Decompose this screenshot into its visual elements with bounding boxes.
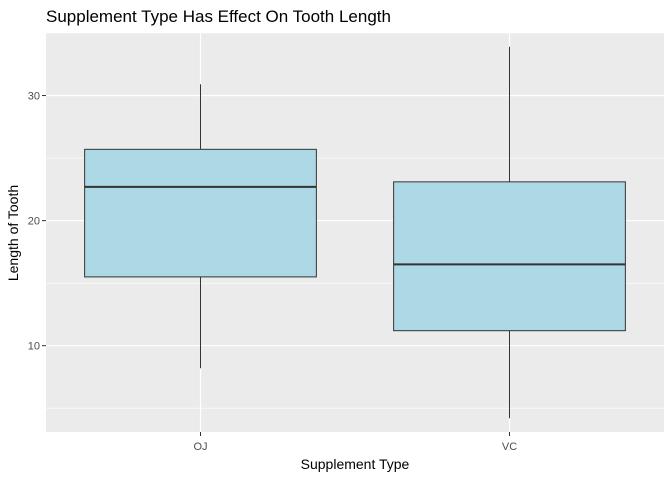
y-axis-ticks: 10 20 30 — [28, 91, 46, 353]
x-tick-label: OJ — [193, 441, 207, 453]
box-oj — [84, 84, 317, 369]
y-axis-title: Length of Tooth — [5, 185, 21, 281]
y-tick-label: 30 — [28, 91, 40, 103]
x-axis-title: Supplement Type — [301, 456, 410, 472]
box-iqr — [84, 148, 317, 278]
box-vc — [393, 46, 626, 419]
x-axis-ticks: OJ VC — [193, 432, 517, 453]
y-tick-label: 10 — [28, 341, 40, 353]
y-tick-label: 20 — [28, 216, 40, 228]
box-iqr — [393, 181, 626, 332]
box-group — [84, 46, 626, 419]
chart-title: Supplement Type Has Effect On Tooth Leng… — [46, 7, 391, 26]
x-tick-label: VC — [502, 441, 517, 453]
